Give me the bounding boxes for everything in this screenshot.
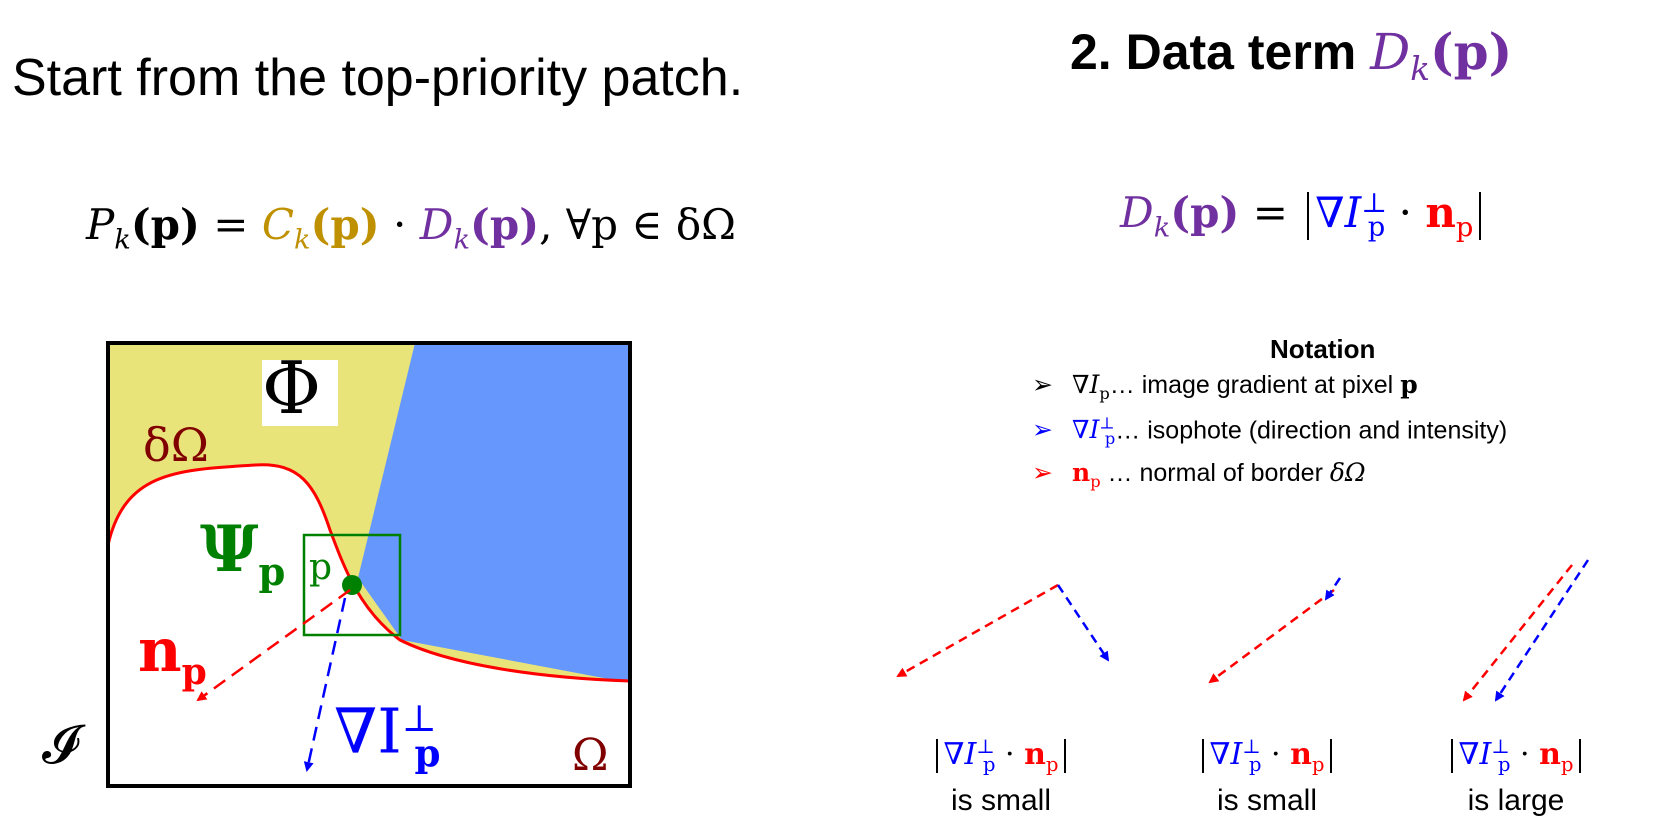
notation-item-gradient: ➢ ∇Ip… image gradient at pixel p [1032, 370, 1418, 403]
point-p-dot [342, 575, 362, 595]
case3-normal-arrow [1462, 564, 1573, 702]
data-term: Dk(p) [419, 200, 540, 256]
case2-label: is small [1216, 784, 1317, 817]
case2-isophote-arrow [1324, 577, 1342, 601]
patch-square [302, 533, 402, 637]
slide-left-heading: Start from the top-priority patch. [12, 49, 744, 107]
heading-text: Data term [1125, 24, 1357, 80]
case2-normal-arrow [1208, 588, 1335, 684]
case1-isophote-arrow [1056, 584, 1110, 662]
case1-equation: ∇I⊥p · np [881, 735, 1121, 776]
source-region-blue [358, 343, 630, 683]
heading-number: 2. [1070, 24, 1112, 80]
omega-label: Ω [572, 730, 609, 781]
case1-normal-arrow [896, 583, 1059, 678]
notation-item-normal: ➢ np … normal of border δΩ [1032, 458, 1366, 491]
normal-arrow [196, 588, 351, 702]
psi-p-label: Ψp [200, 512, 286, 595]
priority-equation: Pk(p) = Ck(p) · Dk(p), ∀p ∈ δΩ [86, 200, 736, 256]
notation-title: Notation [1270, 334, 1376, 364]
fill-front-border [106, 463, 631, 683]
case2-equation: ∇I⊥p · np [1147, 735, 1387, 776]
abs-bar-left [1307, 191, 1310, 241]
target-region [108, 464, 630, 786]
case3-isophote-arrow [1494, 559, 1590, 702]
confidence-term: Ck(p) [261, 200, 380, 256]
case3-label: is large [1467, 784, 1565, 817]
phi-label: Φ [262, 346, 322, 430]
phi-label-box [262, 360, 338, 426]
slide-right-heading: 2. Data term Dk(p) [1070, 22, 1512, 88]
isophote-label: ∇I⊥p [334, 694, 441, 776]
point-p-label: p [309, 547, 333, 588]
normal-np-label: np [138, 616, 207, 693]
image-I-label: 𝓘 [42, 713, 79, 776]
isophote-arrow [303, 597, 347, 772]
case1-label: is small [950, 784, 1051, 817]
case3-equation: ∇I⊥p · np [1396, 735, 1636, 776]
heading-symbol: Dk(p) [1370, 22, 1513, 88]
image-frame [106, 341, 632, 788]
abs-bar-right [1479, 191, 1482, 241]
delta-omega-label: δΩ [143, 418, 209, 472]
data-term-equation: Dk(p) = ∇I⊥p · np [1120, 188, 1487, 243]
notation-item-isophote: ➢ ∇I⊥p… isophote (direction and intensity… [1032, 414, 1508, 449]
